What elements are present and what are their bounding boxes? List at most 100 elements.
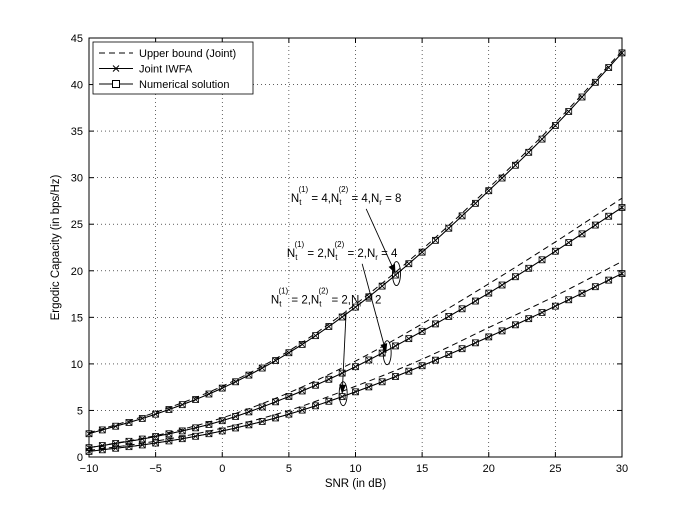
joint-iwfa-marker	[339, 314, 346, 320]
numerical-marker	[551, 247, 559, 255]
legend-label-1: Upper bound (Joint)	[139, 48, 236, 60]
annotation-label-3: Nt(1) = 2,Nt(2) = 2,Nr = 2	[271, 286, 382, 308]
joint-iwfa-marker	[352, 363, 359, 370]
joint-iwfa-marker	[312, 332, 319, 339]
numerical-marker	[392, 342, 399, 350]
joint-iwfa-marker	[299, 407, 306, 413]
joint-iwfa-marker	[379, 283, 386, 289]
joint-iwfa-marker	[325, 376, 332, 383]
numerical-marker	[338, 313, 346, 321]
numerical-marker	[432, 356, 439, 364]
joint-iwfa-marker	[565, 108, 572, 115]
numerical-marker	[298, 340, 306, 348]
joint-iwfa-marker	[432, 357, 439, 364]
joint-iwfa-marker	[99, 427, 106, 433]
joint-iwfa-marker	[259, 418, 266, 425]
numerical-marker	[205, 430, 213, 438]
numerical-marker	[98, 426, 106, 434]
numerical-marker	[125, 437, 133, 445]
numerical-marker	[178, 427, 186, 435]
joint-iwfa-marker	[392, 272, 399, 278]
annotations: Nt(1) = 4,Nt(2) = 4,Nr = 8 Nt(1) = 2,Nt(2…	[271, 185, 401, 407]
joint-iwfa-marker	[325, 398, 332, 405]
numerical-marker	[458, 345, 466, 353]
numerical-marker	[258, 418, 266, 425]
numerical-marker	[485, 333, 493, 341]
joint-iwfa-marker	[206, 421, 212, 428]
joint-iwfa-marker	[259, 365, 266, 371]
numerical-marker	[618, 49, 626, 57]
numerical-marker	[112, 444, 120, 452]
joint-iwfa-marker	[285, 411, 292, 418]
joint-iwfa-marker	[432, 321, 439, 327]
joint-iwfa-marker	[126, 438, 132, 445]
annotation-arrow-3	[341, 310, 347, 394]
numerical-marker	[498, 281, 506, 289]
x-tick-label: 25	[549, 463, 561, 475]
joint-iwfa-marker	[499, 328, 505, 334]
joint-iwfa-marker	[379, 350, 386, 356]
joint-iwfa-marker	[179, 401, 186, 408]
numerical-marker	[298, 387, 306, 395]
numerical-marker	[498, 327, 506, 335]
joint-iwfa-marker	[605, 277, 612, 284]
joint-iwfa-marker	[219, 417, 226, 424]
numerical-marker	[245, 421, 253, 429]
numerical-marker	[125, 419, 133, 426]
numerical-marker	[152, 433, 160, 440]
numerical-marker	[498, 174, 506, 182]
numerical-marker	[538, 135, 546, 143]
joint-iwfa-marker	[512, 273, 519, 280]
numerical-marker	[538, 256, 546, 264]
numerical-marker	[432, 236, 439, 244]
y-tick-label: 35	[71, 126, 83, 138]
y-tick-label: 20	[71, 266, 83, 278]
numerical-marker	[512, 273, 519, 281]
numerical-marker	[258, 364, 266, 372]
numerical-marker	[245, 408, 253, 416]
numerical-marker	[312, 381, 319, 389]
numerical-marker	[472, 297, 479, 305]
numerical-marker	[525, 148, 533, 156]
joint-iwfa-marker	[206, 430, 212, 437]
numerical-marker	[618, 204, 626, 211]
numerical-marker	[565, 239, 573, 246]
joint-iwfa-marker	[499, 282, 505, 288]
legend-x-marker	[112, 65, 120, 72]
joint-iwfa-marker	[552, 248, 559, 255]
y-tick-label: 15	[71, 312, 83, 324]
joint-iwfa-marker	[525, 265, 532, 272]
joint-iwfa-marker	[405, 335, 412, 342]
numerical-marker	[512, 161, 519, 169]
joint-iwfa-marker	[592, 222, 599, 228]
numerical-marker	[352, 363, 359, 371]
joint-iwfa-marker	[605, 213, 612, 220]
joint-iwfa-marker	[285, 393, 292, 400]
joint-iwfa-marker	[192, 396, 199, 403]
joint-iwfa-marker	[419, 249, 426, 256]
numerical-marker	[312, 402, 319, 410]
annotation-label-2: Nt(1) = 2,Nt(2) = 2,Nr = 4	[287, 240, 398, 262]
legend-square-marker	[112, 80, 120, 88]
numerical-marker	[272, 414, 279, 422]
numerical-marker	[192, 396, 200, 403]
numerical-marker	[192, 424, 200, 432]
numerical-marker	[538, 309, 546, 316]
joint-iwfa-marker	[539, 136, 545, 142]
numerical-marker	[458, 305, 466, 313]
x-tick-label: 0	[219, 463, 225, 475]
joint-iwfa-marker	[246, 372, 252, 378]
numerical-marker	[125, 443, 133, 451]
grid-lines	[89, 38, 622, 457]
annotation-arrow-2	[361, 263, 387, 353]
joint-iwfa-marker	[565, 296, 572, 303]
numerical-marker	[218, 384, 226, 392]
joint-iwfa-marker	[272, 357, 279, 364]
joint-iwfa-marker	[365, 384, 372, 390]
numerical-marker	[591, 283, 599, 291]
joint-iwfa-marker	[525, 149, 532, 156]
joint-iwfa-marker	[485, 290, 492, 297]
numerical-marker	[378, 378, 386, 386]
joint-iwfa-marker	[166, 430, 172, 437]
numerical-marker	[605, 276, 613, 284]
